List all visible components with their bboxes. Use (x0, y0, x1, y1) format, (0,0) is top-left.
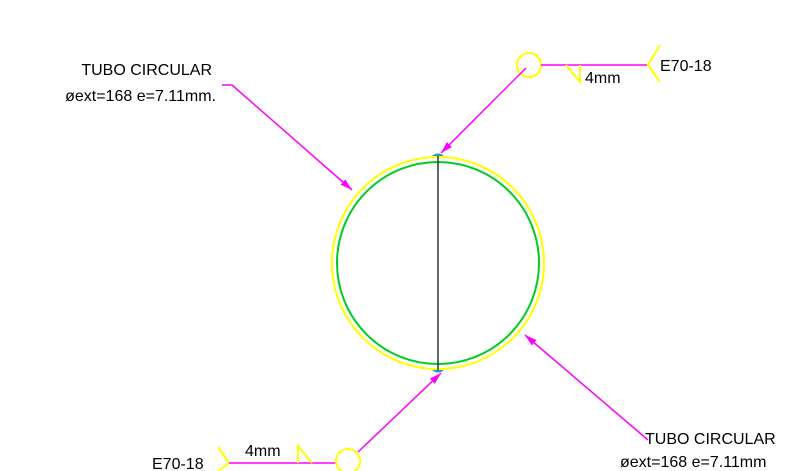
weld-electrode: E70-18 (660, 58, 712, 75)
weld-size: 4mm (585, 70, 621, 87)
weld-mark (432, 370, 444, 373)
leader (524, 334, 649, 441)
callout-spec: øext=168 e=7.11mm (620, 454, 766, 471)
weld-mark (432, 153, 444, 156)
fillet-symbol (565, 64, 581, 85)
callout-title: TUBO CIRCULAR (645, 431, 776, 448)
weld-tail (646, 44, 661, 83)
weld-all-around (335, 448, 361, 471)
callout-title: TUBO CIRCULAR (81, 62, 212, 79)
weld-tail (217, 446, 231, 471)
weld-electrode: E70-18 (152, 456, 204, 471)
fillet-symbol (297, 443, 313, 464)
weld-size: 4mm (245, 443, 281, 460)
leader (440, 67, 527, 154)
leader (357, 372, 442, 453)
leader (222, 84, 353, 191)
callout-spec: øext=168 e=7.11mm. (65, 88, 216, 105)
